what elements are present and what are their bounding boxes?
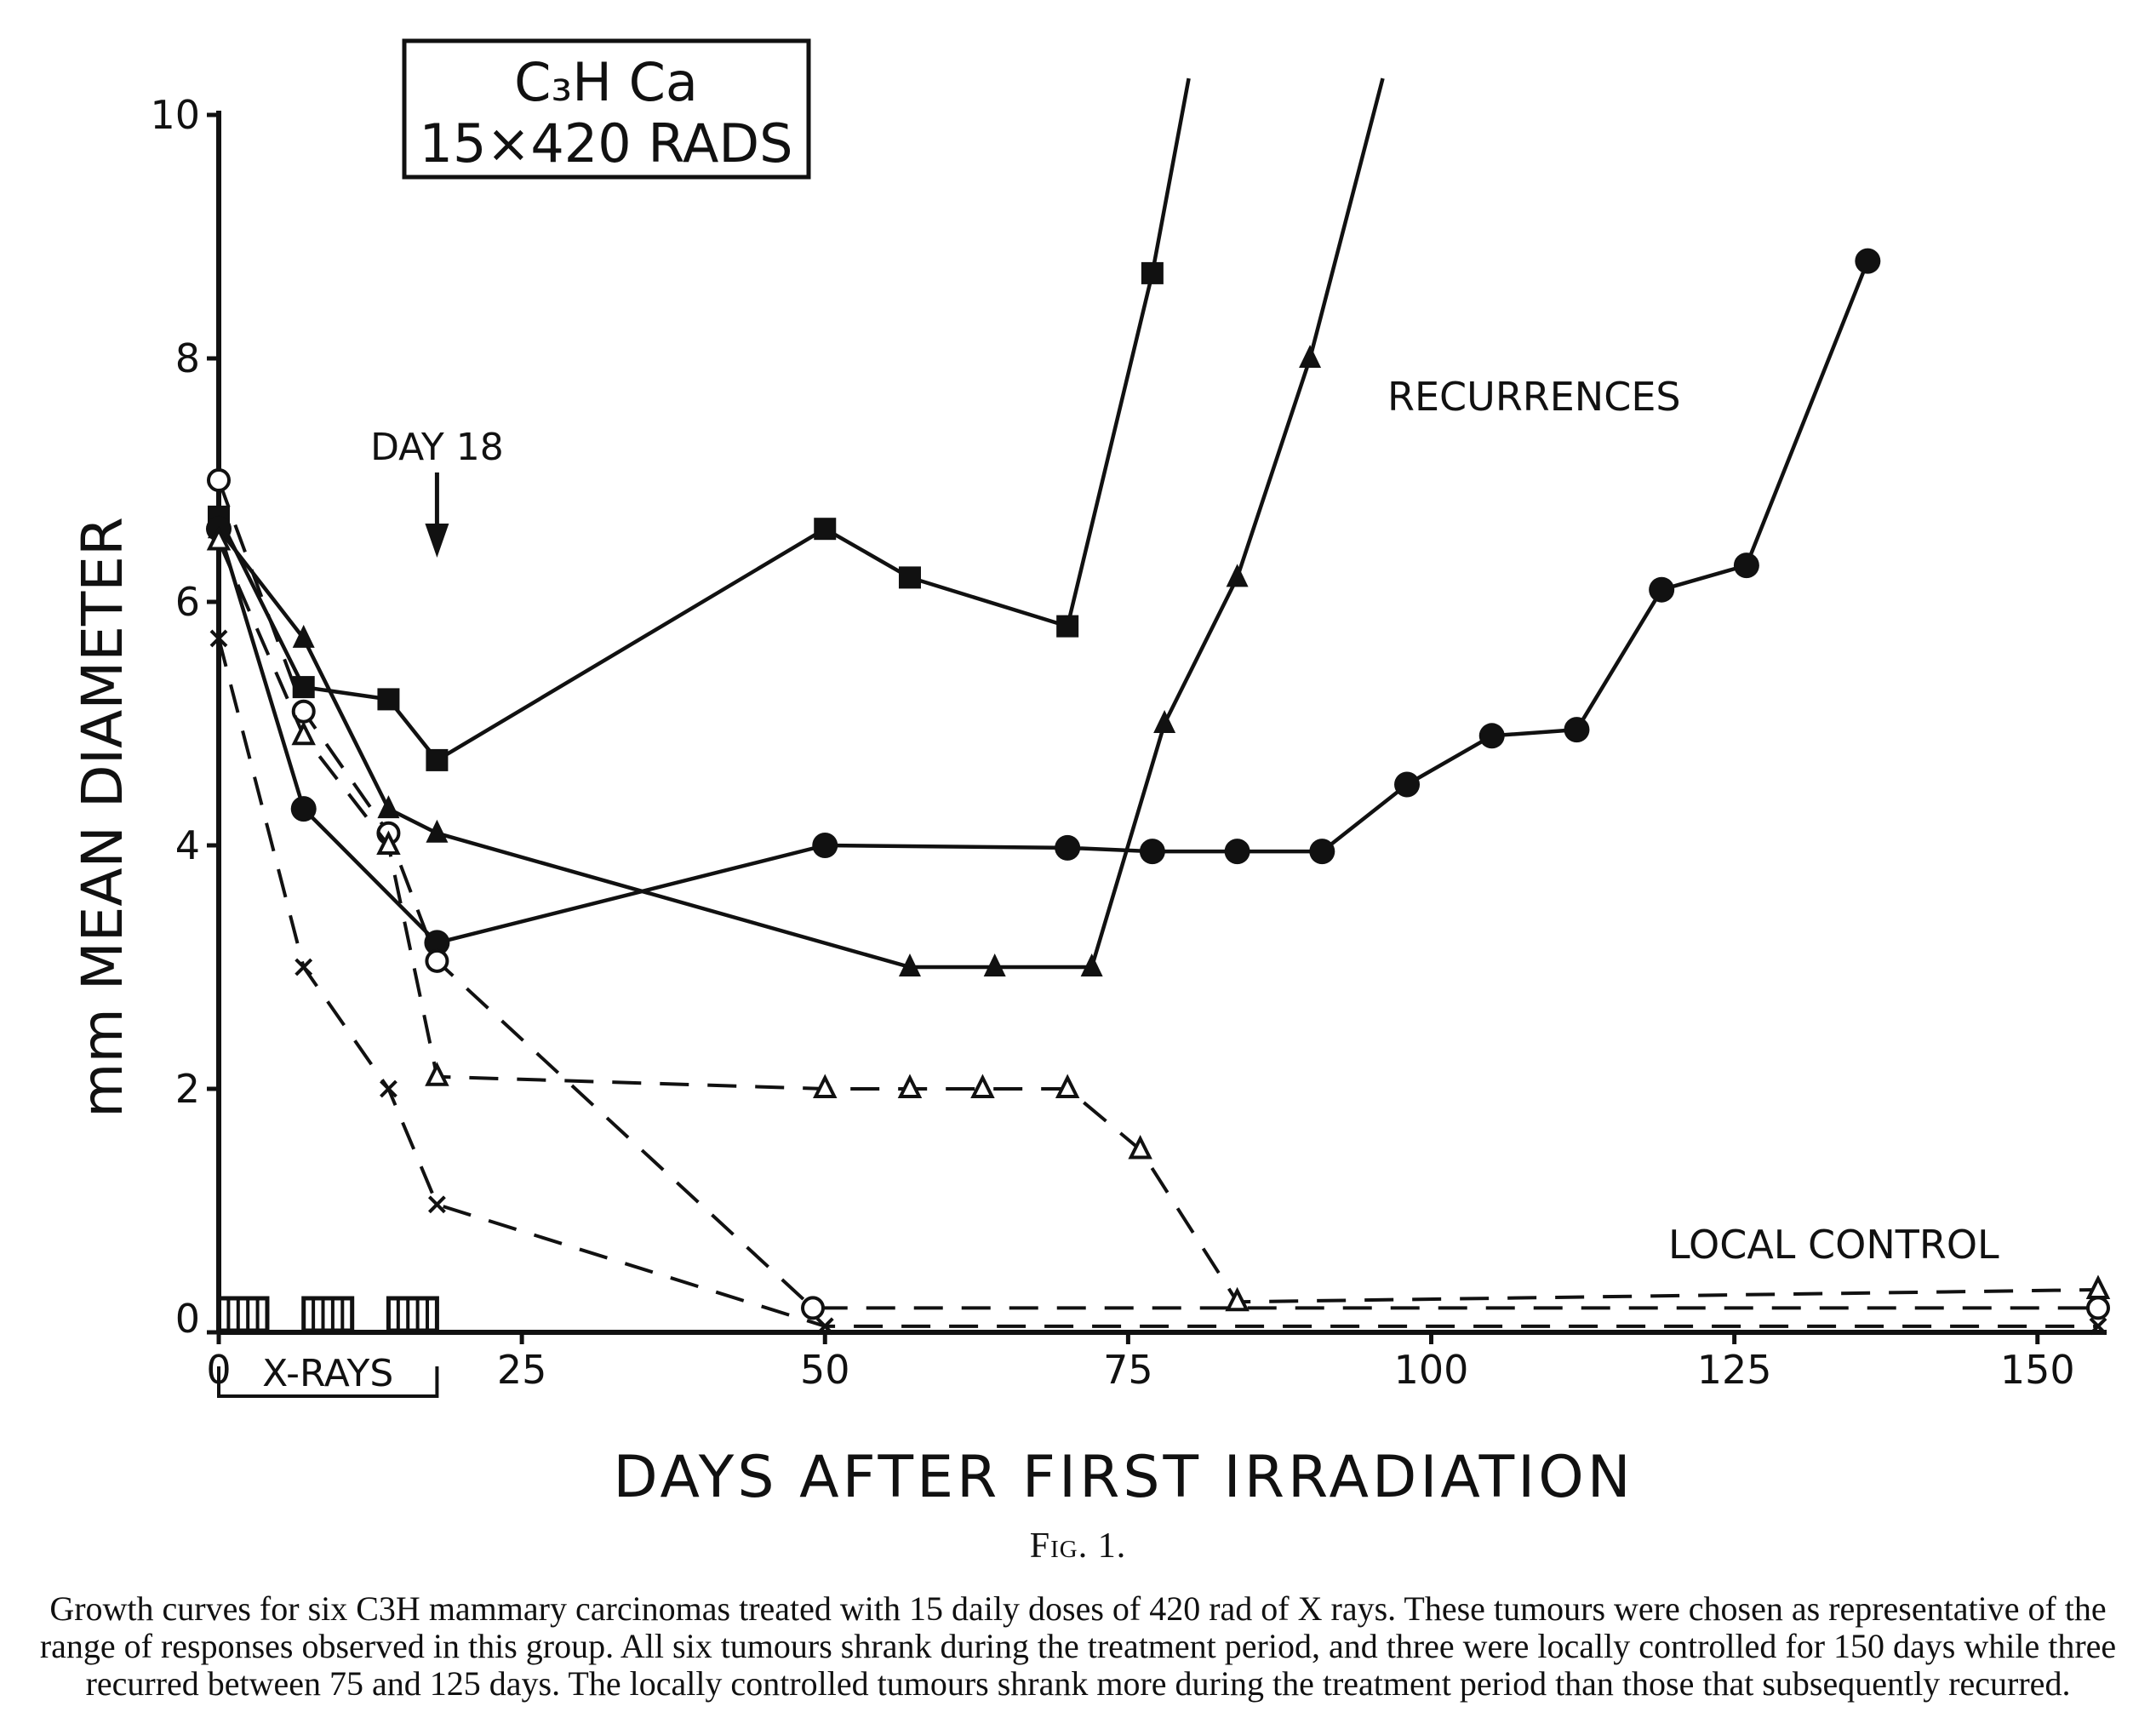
filled-triangle-marker	[1226, 564, 1249, 587]
x-ray-week-marker	[386, 1296, 439, 1333]
x-ray-dose-markers	[216, 1296, 439, 1333]
y-tick-label: 10	[150, 92, 200, 138]
y-tick-label: 6	[175, 579, 200, 625]
cross-marker	[815, 1317, 834, 1336]
filled-circle-marker	[1478, 723, 1505, 749]
local-control-label: LOCAL CONTROL	[1668, 1222, 1999, 1268]
chart-title-line-1: C₃H Ca	[514, 51, 698, 113]
filled-circle-marker	[1855, 248, 1881, 274]
day-18-annotation: DAY 18	[370, 426, 504, 469]
filled-circle-marker	[290, 796, 317, 822]
square-marker	[814, 518, 837, 541]
filled-triangle-marker	[1299, 345, 1322, 368]
open-triangle-marker	[1225, 1286, 1250, 1312]
square-marker	[377, 688, 400, 711]
x-ray-week-marker	[216, 1296, 270, 1333]
series-3	[206, 248, 1881, 956]
data-series	[206, 77, 2111, 1336]
square-marker	[292, 676, 315, 699]
filled-triangle-marker	[292, 624, 315, 648]
filled-triangle-marker	[1080, 953, 1103, 976]
filled-circle-marker	[1733, 553, 1759, 579]
open-triangle-marker	[376, 830, 401, 855]
filled-triangle-marker	[1153, 710, 1176, 733]
series-line	[217, 540, 2099, 1304]
filled-circle-marker	[424, 930, 450, 956]
open-triangle-marker	[813, 1074, 838, 1098]
series-6	[209, 629, 2107, 1336]
filled-triangle-marker	[426, 819, 449, 843]
open-triangle-marker	[206, 526, 232, 551]
cross-marker	[209, 629, 228, 648]
recurrences-label: RECURRENCES	[1387, 374, 1681, 420]
y-axis-label: mm MEAN DIAMETER	[70, 517, 135, 1118]
x-tick-label: 50	[800, 1347, 850, 1393]
chart-title-box: C₃H Ca 15×420 RADS	[402, 38, 811, 180]
y-tick-label: 4	[175, 822, 200, 868]
x-rays-bracket	[217, 1366, 439, 1398]
filled-circle-marker	[1224, 839, 1250, 865]
day-18-arrow-icon	[425, 472, 449, 558]
cross-marker	[380, 1079, 397, 1098]
filled-circle-marker	[1055, 834, 1081, 861]
series-line	[217, 479, 2098, 1310]
series-4	[207, 468, 2110, 1320]
cross-marker	[2089, 1317, 2107, 1336]
open-triangle-marker	[1128, 1135, 1152, 1160]
x-tick-label: 150	[2000, 1347, 2075, 1393]
x-tick-label: 100	[1394, 1347, 1469, 1393]
x-axis-label: DAYS AFTER FIRST IRRADIATION	[613, 1444, 1633, 1511]
filled-circle-marker	[1139, 839, 1165, 865]
filled-circle-marker	[1564, 717, 1590, 743]
filled-triangle-marker	[898, 953, 921, 976]
filled-triangle-marker	[377, 795, 400, 819]
x-tick-label: 75	[1103, 1347, 1153, 1393]
square-marker	[1056, 615, 1079, 638]
series-1	[208, 77, 1191, 771]
series-line	[216, 77, 1191, 763]
open-triangle-marker	[425, 1062, 449, 1086]
figure-caption-block: Fig. 1. Growth curves for six C3H mammar…	[34, 1526, 2122, 1703]
filled-circle-marker	[812, 833, 838, 858]
y-tick-label: 0	[175, 1296, 200, 1342]
cross-marker	[295, 958, 313, 976]
open-triangle-marker	[897, 1074, 923, 1098]
x-rays-label: X-RAYS	[262, 1352, 393, 1395]
x-tick-label: 125	[1697, 1347, 1772, 1393]
series-line	[217, 638, 2098, 1328]
square-marker	[1141, 261, 1164, 284]
open-triangle-marker	[970, 1074, 995, 1098]
open-circle-marker	[801, 1296, 826, 1320]
figure-caption: Growth curves for six C3H mammary carcin…	[39, 1589, 2117, 1703]
chart-title-line-2: 15×420 RADS	[420, 112, 793, 175]
filled-circle-marker	[1649, 576, 1675, 603]
series-line	[216, 260, 1870, 945]
filled-circle-marker	[1309, 839, 1335, 865]
series-5	[206, 526, 2111, 1312]
open-circle-marker	[425, 948, 449, 973]
open-triangle-marker	[1055, 1074, 1080, 1098]
y-tick-label: 8	[175, 335, 200, 381]
open-circle-marker	[207, 468, 231, 492]
square-marker	[426, 748, 449, 771]
figure-label: Fig. 1.	[1029, 1526, 1127, 1566]
square-marker	[898, 566, 921, 589]
chart-axes	[216, 111, 2107, 1335]
cross-marker	[427, 1195, 446, 1214]
filled-circle-marker	[1394, 771, 1421, 798]
open-triangle-marker	[2085, 1274, 2111, 1299]
open-circle-marker	[2086, 1296, 2110, 1320]
y-tick-label: 2	[175, 1066, 200, 1112]
x-tick-label: 25	[497, 1347, 547, 1393]
filled-triangle-marker	[983, 953, 1006, 976]
x-ray-week-marker	[301, 1296, 355, 1333]
open-triangle-marker	[291, 720, 316, 746]
